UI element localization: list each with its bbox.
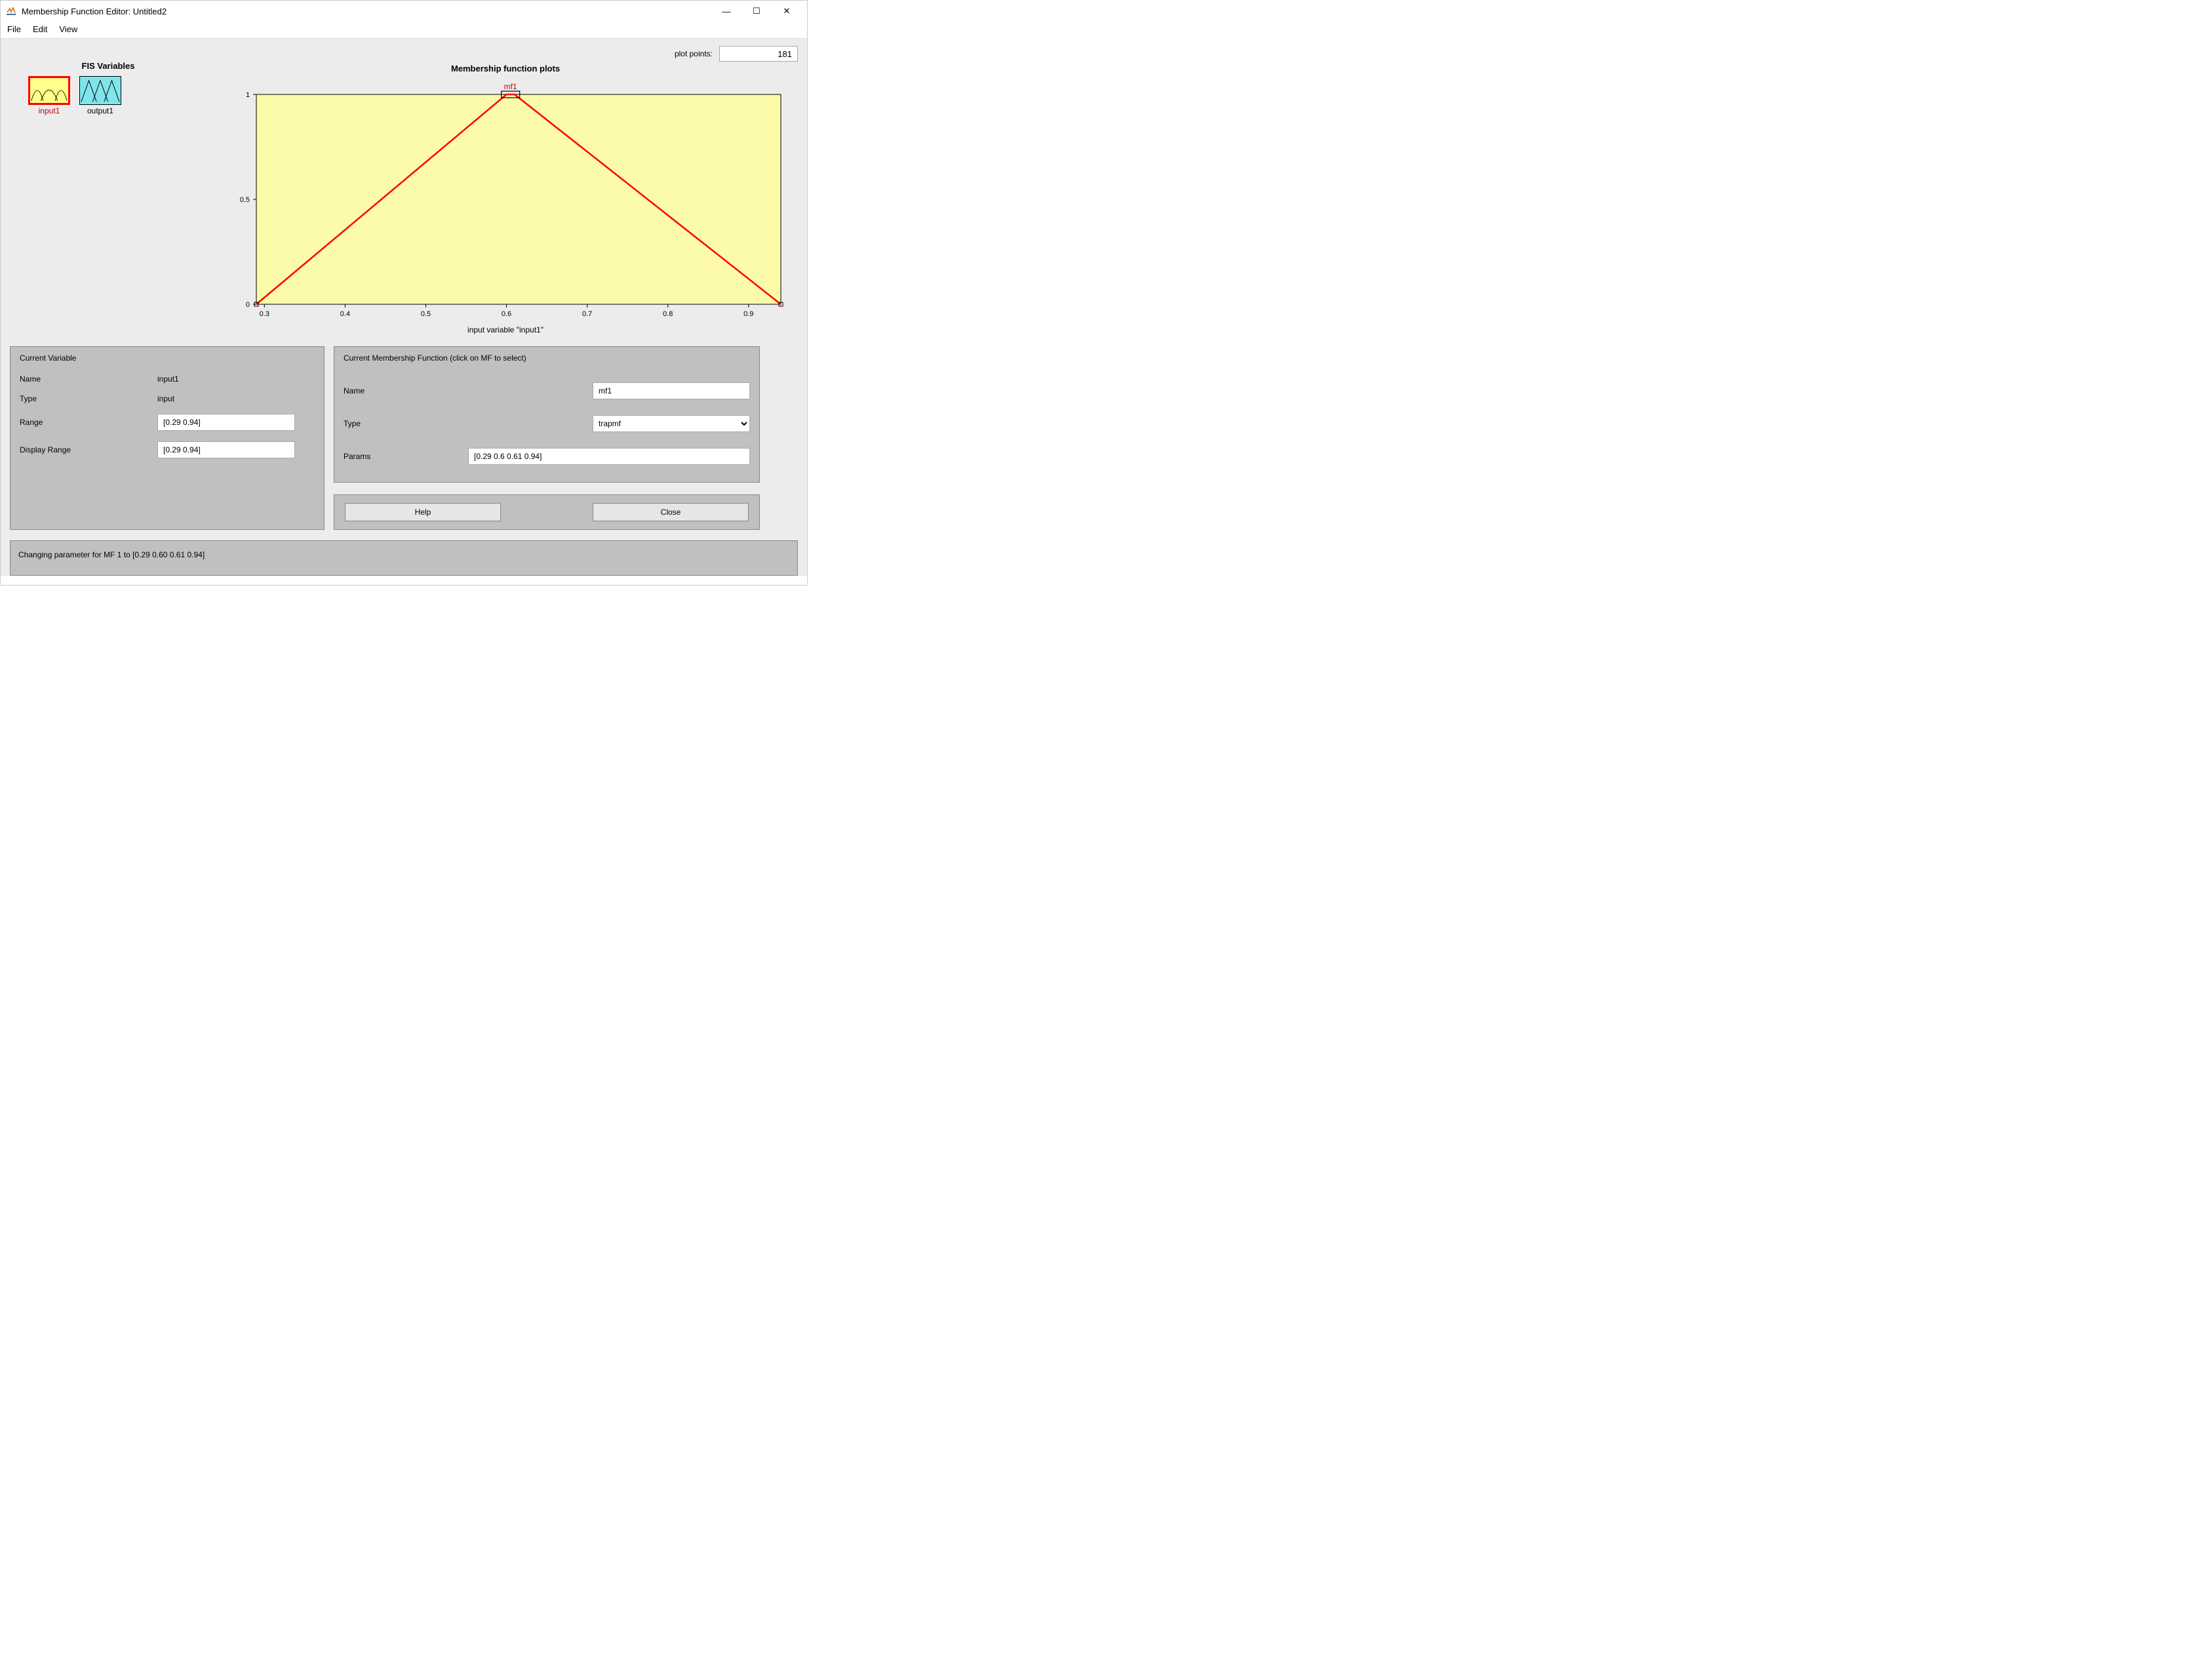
cv-panel-title: Current Variable xyxy=(20,353,315,363)
window-title: Membership Function Editor: Untitled2 xyxy=(22,7,711,16)
membership-chart[interactable]: 0 0.5 1 0.3 0.4 0.5 0.6 0.7 0.8 0.9 mf1 xyxy=(224,75,787,324)
svg-text:0.3: 0.3 xyxy=(260,310,269,318)
fis-input-label: input1 xyxy=(28,106,70,115)
mf-params-label: Params xyxy=(344,452,468,461)
help-button[interactable]: Help xyxy=(345,503,501,521)
cv-range-label: Range xyxy=(20,418,157,427)
svg-text:0.5: 0.5 xyxy=(240,196,250,204)
plot-title: Membership function plots xyxy=(213,64,798,73)
plot-points-label: plot points: xyxy=(675,49,713,58)
app-icon xyxy=(6,6,16,16)
minimize-button[interactable]: — xyxy=(711,1,741,22)
cv-name-value: input1 xyxy=(157,374,179,384)
cv-display-range-label: Display Range xyxy=(20,445,157,454)
mf-type-select[interactable]: trapmf xyxy=(593,415,750,432)
menu-file[interactable]: File xyxy=(7,24,21,34)
fis-output-box[interactable] xyxy=(79,76,121,105)
fis-section-title: FIS Variables xyxy=(10,61,207,71)
svg-text:0.9: 0.9 xyxy=(743,310,753,318)
fis-variable-output1[interactable]: output1 xyxy=(79,76,121,115)
fis-variables-panel: FIS Variables input1 xyxy=(10,47,207,334)
menu-edit[interactable]: Edit xyxy=(33,24,47,34)
current-mf-panel: Current Membership Function (click on MF… xyxy=(334,346,760,483)
svg-text:1: 1 xyxy=(246,91,250,99)
maximize-button[interactable]: ☐ xyxy=(741,1,772,22)
window: Membership Function Editor: Untitled2 — … xyxy=(0,0,808,586)
mf-params-input[interactable] xyxy=(468,448,750,465)
chart-xlabel: input variable "input1" xyxy=(213,325,798,334)
client-area: FIS Variables input1 xyxy=(1,39,807,576)
mf-type-label: Type xyxy=(344,419,593,428)
svg-text:0.6: 0.6 xyxy=(502,310,511,318)
cv-type-label: Type xyxy=(20,394,157,403)
cv-name-label: Name xyxy=(20,374,157,384)
svg-text:0.4: 0.4 xyxy=(340,310,350,318)
titlebar: Membership Function Editor: Untitled2 — … xyxy=(1,1,807,22)
current-variable-panel: Current Variable Name input1 Type input … xyxy=(10,346,325,530)
svg-text:0.5: 0.5 xyxy=(421,310,431,318)
close-button[interactable]: Close xyxy=(593,503,749,521)
close-window-button[interactable]: ✕ xyxy=(772,1,802,22)
fis-output-label: output1 xyxy=(79,106,121,115)
svg-text:0: 0 xyxy=(246,301,250,309)
fis-input-box[interactable] xyxy=(28,76,70,105)
button-row: Help Close xyxy=(334,494,760,530)
cv-display-range-input[interactable] xyxy=(157,441,295,458)
mf-panel-title: Current Membership Function (click on MF… xyxy=(344,353,750,363)
svg-text:0.8: 0.8 xyxy=(663,310,673,318)
svg-text:0.7: 0.7 xyxy=(582,310,592,318)
fis-variable-input1[interactable]: input1 xyxy=(28,76,70,115)
status-bar: Changing parameter for MF 1 to [0.29 0.6… xyxy=(10,540,798,576)
menu-bar: File Edit View xyxy=(1,22,807,39)
menu-view[interactable]: View xyxy=(59,24,77,34)
plot-points-input[interactable] xyxy=(719,46,798,62)
mf-name-label: Name xyxy=(344,386,593,395)
plot-area: plot points: Membership function plots 0… xyxy=(213,47,798,334)
mf-name-input[interactable] xyxy=(593,382,750,399)
svg-text:mf1: mf1 xyxy=(504,82,517,91)
cv-type-value: input xyxy=(157,394,174,403)
cv-range-input[interactable] xyxy=(157,414,295,431)
